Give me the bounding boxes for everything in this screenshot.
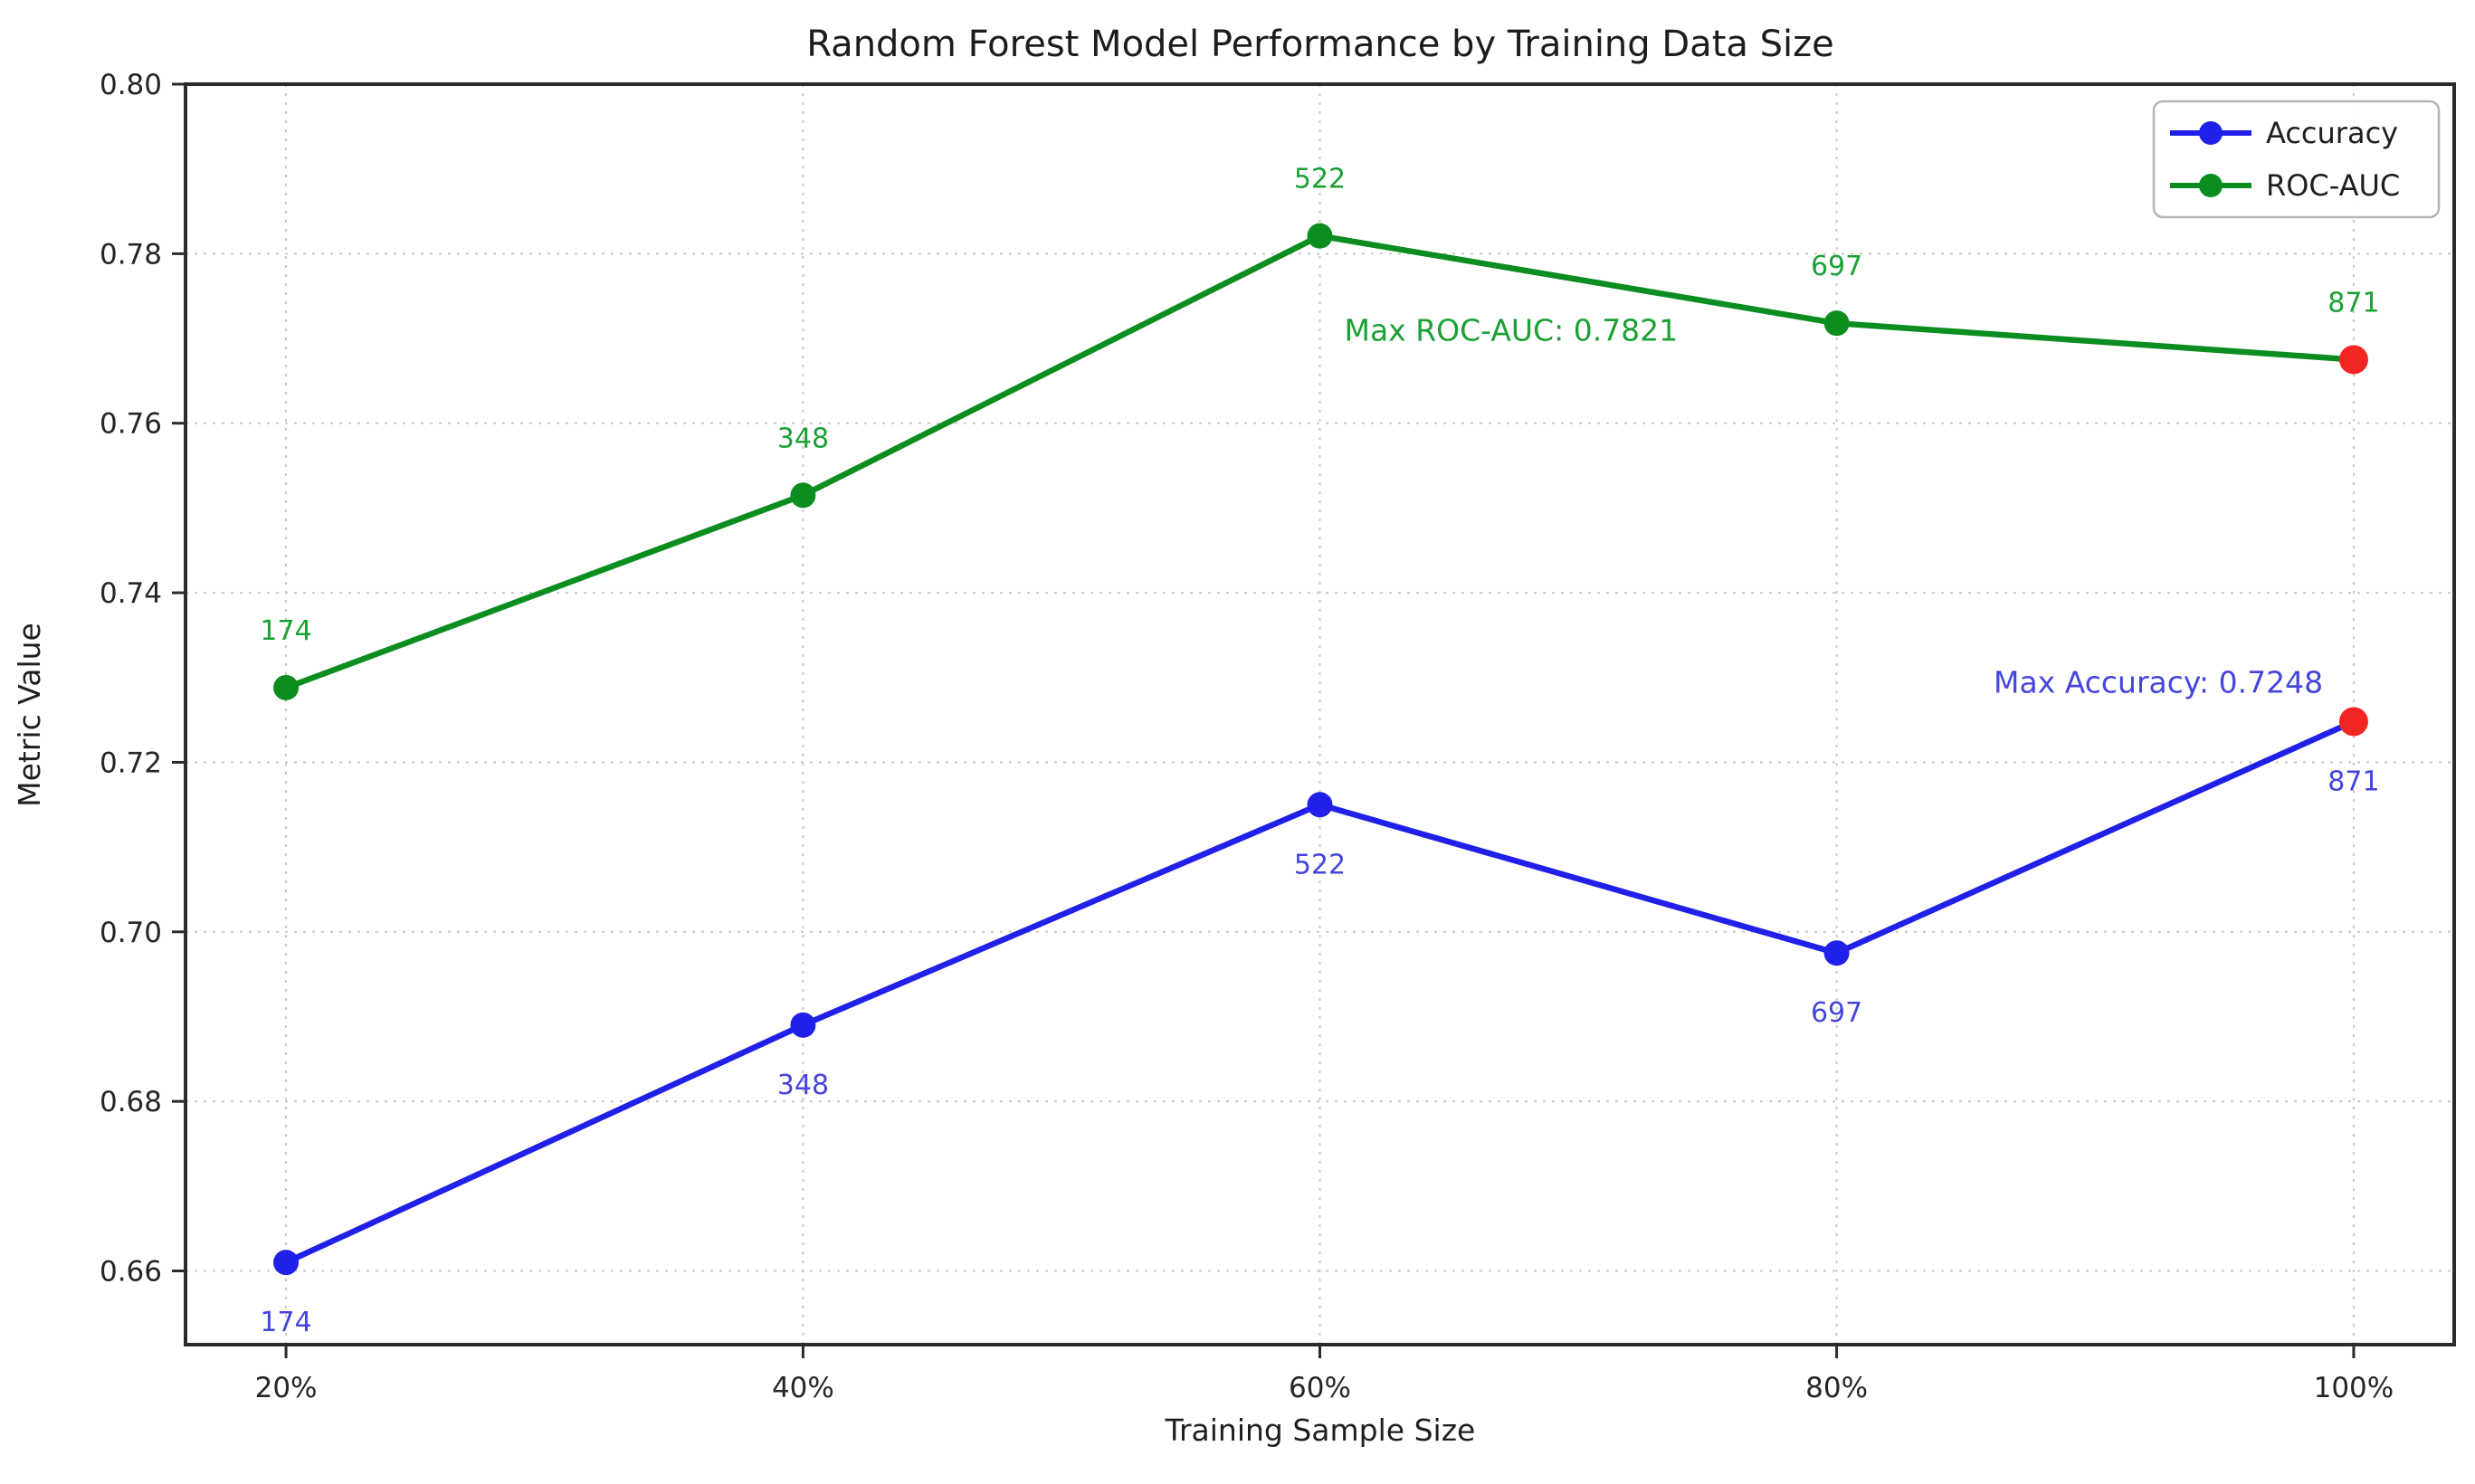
marker-accuracy-60% bbox=[1307, 792, 1333, 818]
point-label-accuracy-20%: 174 bbox=[260, 1307, 311, 1338]
y-tick-label: 0.72 bbox=[100, 747, 162, 779]
data-series bbox=[273, 223, 2368, 1276]
marker-highlight-roc-auc-100% bbox=[2338, 345, 2368, 375]
point-label-roc-auc-40%: 348 bbox=[777, 423, 829, 454]
annotation-max-accuracy-0-7248: Max Accuracy: 0.7248 bbox=[1994, 664, 2323, 699]
annotation-max-roc-auc-0-7821: Max ROC-AUC: 0.7821 bbox=[1344, 313, 1678, 348]
x-tick-label: 20% bbox=[255, 1372, 318, 1404]
y-tick-label: 0.76 bbox=[100, 408, 162, 441]
legend: Accuracy ROC-AUC bbox=[2152, 100, 2441, 219]
marker-accuracy-40% bbox=[790, 1012, 816, 1038]
point-label-roc-auc-100%: 871 bbox=[2327, 287, 2379, 319]
x-tick-label: 60% bbox=[1289, 1372, 1351, 1404]
point-label-accuracy-100%: 871 bbox=[2327, 766, 2379, 797]
y-tick-label: 0.78 bbox=[100, 238, 162, 271]
y-tick-label: 0.68 bbox=[100, 1086, 162, 1118]
point-label-accuracy-80%: 697 bbox=[1811, 997, 1862, 1029]
y-tick-label: 0.70 bbox=[100, 917, 162, 949]
axis-tick-labels: 20% 40% 60% 80% 100% 0.66 0.68 0.70 0.72 0.74 0.76… bbox=[100, 69, 2394, 1404]
legend-marker-roc-auc bbox=[2199, 174, 2223, 197]
legend-marker-accuracy bbox=[2199, 121, 2223, 145]
annotations: Max ROC-AUC: 0.7821 Max Accuracy: 0.7248 bbox=[1344, 313, 2323, 700]
data-point-labels: 174 348 522 697 871 174 348 522 697 871 bbox=[260, 164, 2379, 1338]
gridlines bbox=[186, 83, 2454, 1345]
marker-roc-auc-40% bbox=[790, 482, 816, 509]
point-label-roc-auc-20%: 174 bbox=[260, 615, 311, 647]
marker-accuracy-20% bbox=[273, 1250, 300, 1276]
point-label-roc-auc-80%: 697 bbox=[1811, 251, 1862, 282]
y-axis-label: Metric Value bbox=[12, 623, 47, 807]
x-axis-label: Training Sample Size bbox=[1165, 1413, 1476, 1448]
marker-accuracy-80% bbox=[1823, 940, 1850, 966]
marker-roc-auc-80% bbox=[1823, 310, 1850, 337]
x-tick-label: 80% bbox=[1805, 1372, 1868, 1404]
marker-roc-auc-20% bbox=[273, 674, 300, 700]
legend-label-accuracy: Accuracy bbox=[2266, 116, 2398, 150]
marker-roc-auc-60% bbox=[1307, 223, 1333, 249]
legend-label-roc-auc: ROC-AUC bbox=[2266, 168, 2400, 203]
x-tick-label: 40% bbox=[772, 1372, 834, 1404]
marker-highlight-accuracy-100% bbox=[2338, 707, 2368, 737]
point-label-accuracy-60%: 522 bbox=[1294, 849, 1346, 880]
plot-border bbox=[184, 82, 2456, 1346]
y-tick-label: 0.80 bbox=[100, 69, 162, 101]
y-tick-label: 0.66 bbox=[100, 1255, 162, 1288]
y-tick-label: 0.74 bbox=[100, 577, 162, 610]
x-tick-label: 100% bbox=[2314, 1372, 2394, 1404]
chart-title: Random Forest Model Performance by Train… bbox=[806, 24, 1833, 65]
point-label-roc-auc-60%: 522 bbox=[1294, 164, 1346, 195]
axis-ticks bbox=[172, 82, 2356, 1358]
point-label-accuracy-40%: 348 bbox=[777, 1070, 829, 1101]
